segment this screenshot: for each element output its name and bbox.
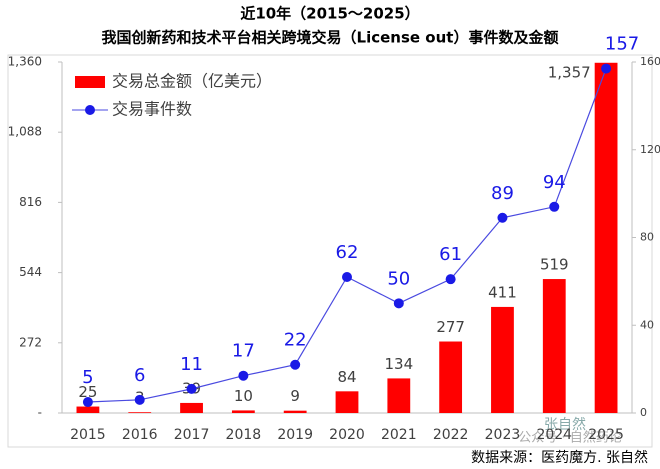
bar-label: 519 <box>540 256 569 274</box>
bar <box>491 306 514 413</box>
x-tick-label: 2022 <box>433 427 469 443</box>
marker <box>82 397 93 408</box>
marker <box>290 359 301 370</box>
x-tick-label: 2018 <box>226 427 262 443</box>
bar-label: 277 <box>436 318 465 336</box>
x-tick-label: 2023 <box>485 427 521 443</box>
bar <box>128 412 152 413</box>
bar <box>594 62 618 414</box>
bar-label: 134 <box>384 355 413 373</box>
bar-label: 9 <box>290 387 300 405</box>
x-tick-label: 2025 <box>588 427 624 443</box>
x-tick-label: 2015 <box>70 427 106 443</box>
y2-tick-label: 80 <box>640 231 654 244</box>
bar <box>542 279 566 413</box>
point-label: 89 <box>491 183 514 204</box>
bar <box>76 406 100 413</box>
x-tick-label: 2021 <box>381 427 417 443</box>
marker <box>393 298 404 309</box>
point-label: 5 <box>82 367 93 388</box>
marker <box>238 370 249 381</box>
marker <box>134 394 145 405</box>
x-tick-label: 2024 <box>536 427 572 443</box>
y2-tick-label: 40 <box>640 318 654 331</box>
y-tick-label: 816 <box>19 195 42 209</box>
y-tick-label: 1,360 <box>8 55 42 69</box>
y2-tick-label: 120 <box>640 143 660 156</box>
legend-marker <box>85 105 95 115</box>
y-tick-label: 1,088 <box>8 125 42 139</box>
watermark: 张自然 <box>544 416 586 433</box>
marker <box>497 212 508 223</box>
bar-label: 84 <box>337 368 356 386</box>
source: 数据来源：医药魔方. 张自然 <box>471 449 648 466</box>
bar-label: 10 <box>234 387 253 405</box>
bar-label: 25 <box>78 383 97 401</box>
x-tick-label: 2019 <box>277 427 313 443</box>
y-tick-label: 544 <box>19 265 42 279</box>
point-label: 11 <box>180 354 203 375</box>
legend-label: 交易总金额（亿美元） <box>112 72 272 91</box>
y-tick-label: - <box>38 406 42 420</box>
y2-tick-label: 160 <box>640 55 660 68</box>
legend-swatch <box>75 76 105 88</box>
chart-title: 近10年（2015～2025） <box>240 5 419 23</box>
marker <box>342 271 352 282</box>
y-tick-label: 272 <box>19 335 42 349</box>
point-label: 6 <box>134 365 145 386</box>
point-label: 61 <box>439 244 462 265</box>
point-label: 22 <box>284 330 307 351</box>
bar <box>231 410 255 413</box>
marker <box>445 274 456 285</box>
bar-label: 411 <box>488 283 517 301</box>
bar-label: 1,357 <box>548 63 591 81</box>
watermark: 公众号 · 自然药论 <box>518 430 621 446</box>
chart-frame <box>7 54 653 448</box>
bar <box>335 391 359 413</box>
bar <box>180 402 203 413</box>
y2-tick-label: 0 <box>640 406 647 419</box>
point-label: 62 <box>336 242 359 263</box>
x-tick-label: 2017 <box>174 427 210 443</box>
marker <box>601 63 612 74</box>
x-tick-label: 2016 <box>122 427 158 443</box>
marker <box>186 383 197 394</box>
point-label: 94 <box>543 172 566 193</box>
x-tick-label: 2020 <box>329 427 365 443</box>
marker <box>549 201 560 212</box>
line <box>87 68 607 403</box>
point-label: 17 <box>232 341 255 362</box>
bar <box>387 378 411 413</box>
legend-label: 交易事件数 <box>112 100 192 119</box>
point-label: 50 <box>387 268 410 289</box>
chart-subtitle: 我国创新药和技术平台相关跨境交易（License out）事件数及金额 <box>102 29 559 47</box>
point-label: 157 <box>605 34 639 55</box>
bar <box>283 410 307 413</box>
bar <box>439 341 463 413</box>
